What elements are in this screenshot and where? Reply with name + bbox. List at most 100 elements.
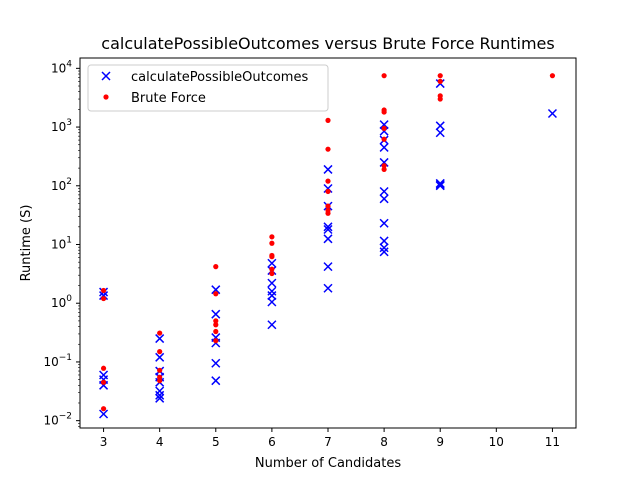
x-tick-label: 10 xyxy=(489,435,504,449)
brute-force-point xyxy=(549,73,556,79)
calculatepossibleoutcomes-point xyxy=(379,186,389,197)
calculatepossibleoutcomes-point xyxy=(435,178,445,188)
brute-force-point xyxy=(100,379,107,385)
x-tick-label: 6 xyxy=(268,435,276,449)
calculatepossibleoutcomes-point xyxy=(323,164,333,174)
brute-force-point xyxy=(100,365,107,371)
brute-force-point xyxy=(269,254,275,260)
y-tick-label: 101 xyxy=(51,236,72,252)
calculatepossibleoutcomes-point xyxy=(155,390,165,400)
brute-force-point xyxy=(325,210,331,216)
brute-force-point xyxy=(381,125,387,131)
calculatepossibleoutcomes-point xyxy=(211,358,221,368)
calculatepossibleoutcomes-point xyxy=(155,334,165,344)
calculatepossibleoutcomes-point xyxy=(99,409,109,419)
brute-force-point xyxy=(381,163,387,169)
calculatepossibleoutcomes-point xyxy=(99,291,109,301)
y-axis: 10−2 10−1 100 101 102 103 104 xyxy=(43,59,80,428)
legend-marker-calculatepossibleoutcomes xyxy=(101,71,111,81)
calculatepossibleoutcomes-point xyxy=(379,126,389,136)
x-tick-label: 8 xyxy=(380,435,388,449)
x-tick-label: 3 xyxy=(100,435,108,449)
y-tick-label: 102 xyxy=(51,177,72,193)
brute-force-point xyxy=(325,188,331,195)
brute-force-point xyxy=(269,266,275,272)
x-axis: 3 4 5 6 7 8 9 10 11 xyxy=(100,428,560,449)
calculatepossibleoutcomes-point xyxy=(379,218,389,228)
calculatepossibleoutcomes-point xyxy=(379,247,389,257)
calculatepossibleoutcomes-point xyxy=(99,380,109,390)
calculatepossibleoutcomes-point xyxy=(323,262,333,272)
calculatepossibleoutcomes-point xyxy=(379,236,389,246)
brute-force-point xyxy=(437,73,443,79)
legend-marker-brute-force xyxy=(103,94,109,100)
brute-force-point xyxy=(157,330,163,336)
y-tick-label: 103 xyxy=(51,118,72,134)
brute-force-point xyxy=(325,117,331,123)
brute-force-point xyxy=(157,349,163,355)
brute-force-point xyxy=(100,287,107,294)
brute-force-point xyxy=(157,367,163,373)
brute-force-point xyxy=(325,178,331,184)
calculatepossibleoutcomes-point xyxy=(379,243,389,253)
brute-force-point xyxy=(325,146,331,152)
calculatepossibleoutcomes-point xyxy=(379,142,389,152)
x-tick-label: 11 xyxy=(545,435,560,449)
calculatepossibleoutcomes-point xyxy=(435,128,445,138)
legend-label-brute-force: Brute Force xyxy=(131,91,206,106)
calculatepossibleoutcomes-point xyxy=(267,320,277,330)
calculatepossibleoutcomes-point xyxy=(323,283,333,293)
legend-box xyxy=(87,64,329,112)
y-tick-label: 10−1 xyxy=(43,353,72,369)
calculatepossibleoutcomes-point xyxy=(267,258,277,268)
calculatepossibleoutcomes-point xyxy=(379,157,389,167)
brute-force-point xyxy=(100,295,107,302)
calculatepossibleoutcomes-point xyxy=(267,291,277,301)
calculatepossibleoutcomes-point xyxy=(323,222,333,232)
brute-force-point xyxy=(213,338,219,344)
plot-area xyxy=(80,58,576,428)
calculatepossibleoutcomes-point xyxy=(323,224,333,235)
calculatepossibleoutcomes-point xyxy=(547,108,557,119)
calculatepossibleoutcomes-point xyxy=(211,376,221,386)
legend-label-calculatepossibleoutcomes: calculatePossibleOutcomes xyxy=(131,70,308,85)
brute-force-point xyxy=(269,234,275,240)
brute-force-point xyxy=(381,73,387,79)
brute-force-point xyxy=(213,322,219,328)
chart-title: calculatePossibleOutcomes versus Brute F… xyxy=(101,34,554,53)
x-tick-label: 9 xyxy=(436,435,444,449)
calculatepossibleoutcomes-point xyxy=(155,352,165,362)
calculatepossibleoutcomes-point xyxy=(211,309,221,319)
x-tick-label: 7 xyxy=(324,435,332,449)
calculatepossibleoutcomes-point xyxy=(379,194,389,204)
y-tick-label: 100 xyxy=(51,294,72,310)
x-tick-label: 4 xyxy=(156,435,164,449)
brute-force-point xyxy=(325,203,331,209)
brute-force-point xyxy=(437,78,443,84)
brute-force-point xyxy=(157,378,163,384)
brute-force-point xyxy=(381,166,387,173)
calculatepossibleoutcomes-point xyxy=(267,297,277,307)
x-axis-label: Number of Candidates xyxy=(255,456,401,471)
calculatepossibleoutcomes-point xyxy=(435,181,445,191)
y-axis-label: Runtime (S) xyxy=(19,205,34,282)
brute-force-point xyxy=(269,240,275,246)
brute-force-point xyxy=(381,136,387,142)
calculatepossibleoutcomes-point xyxy=(435,180,445,190)
brute-force-point xyxy=(381,109,387,115)
brute-force-point xyxy=(437,96,443,102)
calculatepossibleoutcomes-point xyxy=(379,120,389,130)
data-points xyxy=(99,73,557,419)
calculatepossibleoutcomes-point xyxy=(435,121,445,131)
calculatepossibleoutcomes-point xyxy=(267,278,277,288)
legend: calculatePossibleOutcomes Brute Force xyxy=(87,64,329,112)
calculatepossibleoutcomes-point xyxy=(323,234,333,244)
calculatepossibleoutcomes-point xyxy=(155,393,165,403)
brute-force-point xyxy=(213,264,219,270)
brute-force-point xyxy=(213,318,219,324)
brute-force-point xyxy=(100,406,107,412)
calculatepossibleoutcomes-point xyxy=(323,183,333,193)
y-tick-label: 10−2 xyxy=(43,412,72,428)
brute-force-point xyxy=(213,291,219,297)
